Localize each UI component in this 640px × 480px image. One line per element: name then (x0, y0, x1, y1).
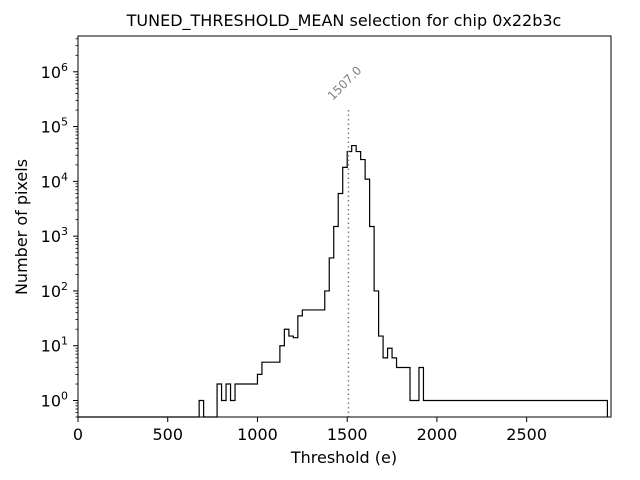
x-tick-label: 1500 (327, 425, 368, 444)
x-tick-label: 2000 (417, 425, 458, 444)
plot-area (78, 144, 609, 418)
histogram-series-line (78, 144, 609, 418)
y-tick-label: 102 (41, 280, 68, 301)
x-tick-label: 500 (152, 425, 183, 444)
threshold-marker: 1507.0 (325, 63, 365, 417)
y-axis-label: Number of pixels (12, 159, 31, 295)
x-axis-label: Threshold (e) (290, 448, 397, 467)
x-tick-label: 1000 (237, 425, 278, 444)
y-tick-label: 105 (41, 116, 68, 137)
x-tick-label: 0 (73, 425, 83, 444)
y-tick-label: 100 (41, 390, 68, 411)
y-tick-label: 101 (41, 335, 68, 356)
plot-frame (77, 35, 612, 418)
y-axis-ticks: 100 101 102 103 104 105 106 (41, 38, 78, 418)
x-axis-ticks: 0 500 1000 1500 2000 2500 (73, 417, 547, 444)
x-tick-label: 2500 (506, 425, 547, 444)
chart-title: TUNED_THRESHOLD_MEAN selection for chip … (126, 11, 562, 31)
marker-label: 1507.0 (325, 63, 365, 103)
y-tick-label: 103 (41, 225, 68, 246)
y-tick-label: 106 (41, 61, 68, 82)
y-tick-label: 104 (41, 170, 68, 191)
